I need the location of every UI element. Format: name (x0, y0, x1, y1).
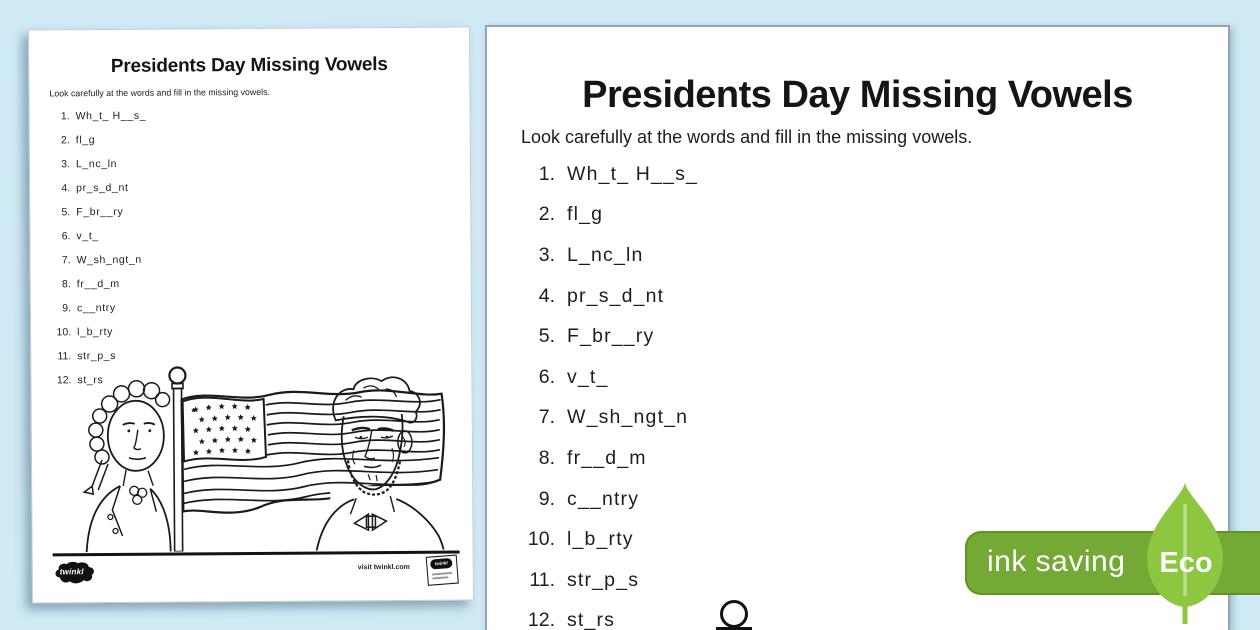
item-number: 4. (61, 182, 71, 195)
worksheet-item: 10. l_b_rty (507, 519, 698, 560)
worksheet-item: 5. F_br__ry (507, 316, 698, 357)
eco-label: Eco (1159, 547, 1213, 579)
item-word: Wh_t_ H__s_ (567, 162, 699, 185)
twinkl-brand-text: twinkl (59, 567, 84, 577)
item-number: 5. (61, 206, 71, 219)
item-word: L_nc_ln (567, 243, 644, 266)
item-number: 3. (61, 158, 70, 171)
item-number: 2. (538, 203, 555, 226)
worksheet-item: 5. F_br__ry (46, 200, 147, 225)
instructions-text: Look carefully at the words and fill in … (49, 86, 270, 99)
item-number: 10. (56, 326, 72, 339)
item-number: 10. (527, 528, 555, 551)
worksheet-item: 3. L_nc_ln (507, 235, 698, 276)
stamp-line (432, 571, 453, 575)
item-word: pr_s_d_nt (567, 284, 665, 307)
item-word: L_nc_ln (75, 157, 118, 171)
item-word: Wh_t_ H__s_ (75, 109, 147, 123)
stamp-brand-text: twinkl (429, 557, 453, 570)
worksheet-item: 6. v_t_ (46, 224, 147, 249)
approval-stamp: twinkl (425, 554, 459, 586)
item-word: F_br__ry (567, 325, 655, 348)
item-number: 7. (61, 254, 71, 267)
star-grid (192, 403, 257, 456)
item-word: W_sh_ngt_n (567, 406, 689, 429)
flagpole-ball-icon (720, 600, 748, 628)
item-number: 12. (527, 609, 555, 630)
item-word: W_sh_ngt_n (76, 253, 142, 267)
flag-stars (191, 403, 257, 456)
worksheet-item: 1. Wh_t_ H__s_ (46, 104, 147, 129)
lincoln-portrait (315, 376, 449, 551)
item-word: c__ntry (76, 301, 116, 315)
item-word: st_rs (567, 609, 616, 630)
item-number: 3. (538, 243, 555, 266)
item-word: v_t_ (567, 365, 609, 388)
instructions-text: Look carefully at the words and fill in … (521, 127, 973, 147)
worksheet-item: 4. pr_s_d_nt (507, 276, 698, 317)
item-word: F_br__ry (76, 205, 124, 219)
item-number: 6. (538, 365, 555, 388)
worksheet-item: 9. c__ntry (47, 296, 148, 321)
ink-saving-label: ink saving (987, 545, 1126, 578)
twinkl-cloud-icon (55, 561, 94, 584)
worksheet-item: 7. W_sh_ngt_n (507, 398, 698, 439)
item-word: c__ntry (567, 487, 640, 510)
worksheet-page-large: Presidents Day Missing Vowels Look caref… (485, 25, 1230, 630)
item-number: 11. (529, 568, 555, 591)
worksheet-item: 3. L_nc_ln (46, 152, 147, 177)
worksheet-item: 4. pr_s_d_nt (46, 176, 147, 201)
item-word: str_p_s (567, 568, 640, 591)
item-number: 9. (538, 487, 555, 510)
item-number: 1. (60, 110, 70, 123)
worksheet-item: 1. Wh_t_ H__s_ (507, 154, 698, 195)
worksheet-item: 7. W_sh_ngt_n (47, 248, 148, 273)
page-title: Presidents Day Missing Vowels (110, 54, 388, 77)
worksheet-item: 2. fl_g (507, 195, 698, 236)
worksheet-item: 8. fr__d_m (47, 272, 148, 297)
twinkl-logo: twinkl (53, 561, 97, 585)
item-number: 8. (61, 278, 71, 291)
item-word: l_b_rty (567, 528, 634, 551)
item-word: fl_g (567, 203, 604, 226)
worksheet-item: 9. c__ntry (507, 479, 698, 520)
presidents-flag-illustration (82, 366, 449, 553)
item-number: 9. (62, 302, 71, 315)
missing-vowels-list: 1. Wh_t_ H__s_ 2. fl_g 3. L_nc_ln 4. pr_s_d_… (46, 104, 149, 393)
item-word: pr_s_d_nt (76, 181, 129, 195)
item-number: 7. (538, 406, 555, 429)
item-number: 4. (538, 284, 555, 307)
item-number: 1. (538, 162, 555, 185)
stamp-line (432, 576, 449, 579)
visit-twinkl-text: visit twinkl.com (357, 563, 410, 572)
item-word: v_t_ (76, 230, 99, 243)
worksheet-page-small: Presidents Day Missing Vowels Look caref… (28, 26, 474, 604)
page-title: Presidents Day Missing Vowels (582, 74, 1133, 116)
worksheet-item: 10. l_b_rty (47, 320, 148, 345)
eco-leaf-icon (1147, 483, 1223, 624)
worksheet-item: 12. st_rs (507, 601, 698, 630)
missing-vowels-list: 1. Wh_t_ H__s_ 2. fl_g 3. L_nc_ln 4. pr_s_d_… (507, 154, 698, 630)
worksheet-item: 6. v_t_ (507, 357, 698, 398)
item-word: fl_g (75, 134, 96, 147)
item-number: 8. (538, 446, 555, 469)
item-word: l_b_rty (77, 325, 114, 339)
item-number: 2. (60, 134, 70, 147)
item-number: 5. (538, 325, 555, 348)
item-word: fr__d_m (567, 446, 647, 469)
worksheet-item: 8. fr__d_m (507, 438, 698, 479)
item-number: 6. (61, 230, 71, 243)
worksheet-item: 11. str_p_s (507, 560, 698, 601)
flagpole-collar (716, 627, 752, 630)
item-word: fr__d_m (76, 277, 120, 291)
washington-portrait (82, 380, 172, 553)
worksheet-item: 2. fl_g (46, 128, 147, 153)
